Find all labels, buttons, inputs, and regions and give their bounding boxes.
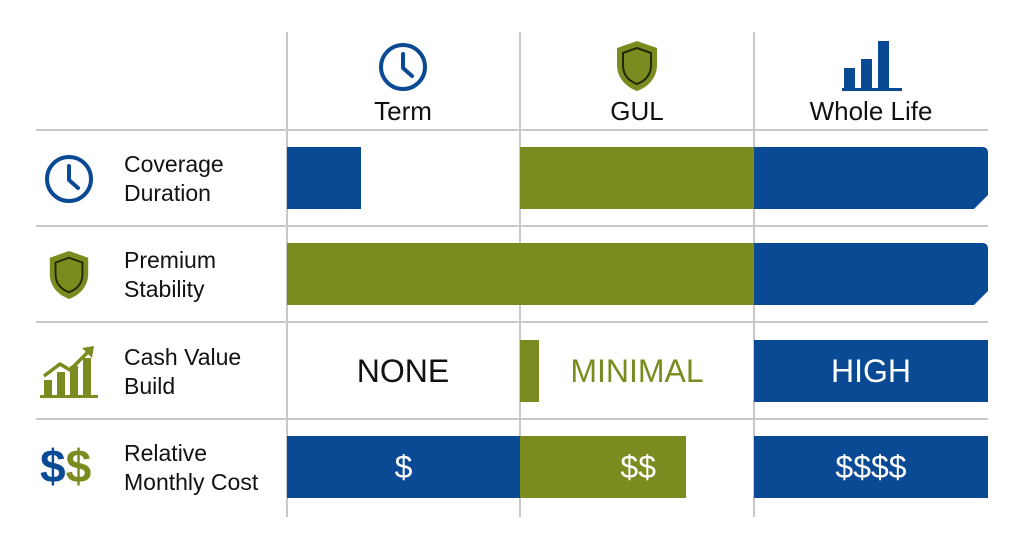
divider-row-2 xyxy=(36,321,988,323)
cost-term-bar: $ xyxy=(287,436,520,498)
row-label-line: Stability xyxy=(124,276,205,302)
column-header-term: Term xyxy=(374,96,432,126)
dollar-signs-icon: $$ xyxy=(40,436,91,496)
cash-value-whole-life-bar: HIGH xyxy=(754,340,988,402)
dollar-icon-blue: $ xyxy=(40,440,66,492)
row-label-coverage-duration: Coverage Duration xyxy=(124,150,224,208)
column-header-gul: GUL xyxy=(610,96,664,126)
row-label-line: Coverage xyxy=(124,151,224,177)
premium-term-gul-bar xyxy=(287,243,754,305)
bar-chart-icon xyxy=(842,41,902,91)
divider-row-1 xyxy=(36,225,988,227)
row-label-line: Monthly Cost xyxy=(124,469,259,495)
row-label-line: Cash Value xyxy=(124,344,242,370)
shield-icon xyxy=(49,251,89,299)
clock-icon xyxy=(45,155,93,203)
shield-icon xyxy=(617,41,657,91)
growth-chart-icon xyxy=(40,346,98,398)
cash-value-term-text: NONE xyxy=(356,352,450,389)
premium-whole-life-bar xyxy=(754,243,988,305)
coverage-gul-bar xyxy=(520,147,754,209)
clock-icon xyxy=(379,43,427,91)
dollar-icon-olive: $ xyxy=(65,440,92,492)
cost-whole-life-bar: $$$$ xyxy=(754,436,988,498)
coverage-term-bar xyxy=(287,147,361,209)
divider-header xyxy=(36,129,988,131)
row-label-relative-monthly-cost: Relative Monthly Cost xyxy=(124,439,258,497)
row-label-line: Build xyxy=(124,373,176,399)
row-label-premium-stability: Premium Stability xyxy=(124,246,216,304)
row-label-cash-value-build: Cash Value Build xyxy=(124,343,241,401)
cash-value-gul-text: MINIMAL xyxy=(570,352,704,389)
divider-row-3 xyxy=(36,418,988,420)
row-label-line: Premium xyxy=(124,247,217,273)
row-label-line: Relative xyxy=(124,440,208,466)
cost-gul-bar: $$ xyxy=(520,436,686,498)
cash-value-gul-bar xyxy=(520,340,539,402)
row-label-line: Duration xyxy=(124,180,211,206)
column-header-whole-life: Whole Life xyxy=(809,96,933,126)
coverage-whole-life-bar xyxy=(754,147,988,209)
